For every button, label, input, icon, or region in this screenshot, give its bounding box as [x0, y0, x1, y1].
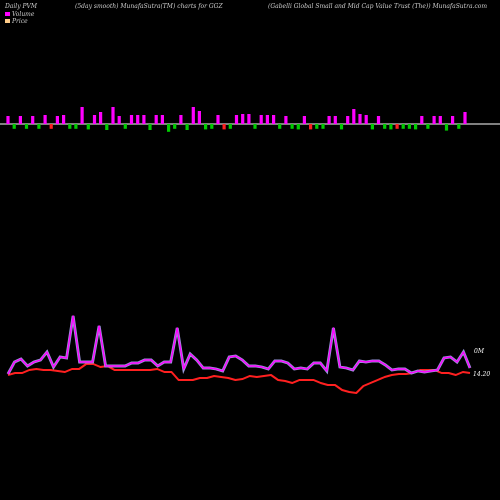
- pvm-annotation: 0M: [474, 348, 485, 355]
- pvm-bar: [216, 115, 220, 124]
- pvm-bar: [222, 124, 226, 130]
- pvm-bar: [272, 115, 276, 124]
- pvm-bar: [105, 124, 109, 130]
- pvm-bar: [309, 124, 313, 130]
- pvm-bar: [302, 116, 306, 124]
- pvm-bar: [55, 116, 59, 124]
- pvm-bar: [185, 124, 189, 130]
- pvm-bar: [123, 124, 127, 129]
- pvm-bar: [296, 124, 300, 130]
- pvm-bar: [376, 116, 381, 124]
- pvm-bar: [197, 111, 201, 124]
- pvm-bar: [284, 116, 288, 124]
- pvm-bar: [136, 115, 140, 124]
- pvm-bar: [315, 124, 319, 129]
- pvm-bar: [111, 107, 115, 124]
- pvm-bar: [99, 112, 103, 124]
- pvm-bar: [37, 124, 41, 129]
- pvm-bar: [383, 124, 387, 129]
- pvm-bar: [6, 116, 10, 124]
- pvm-bar: [407, 124, 411, 129]
- pvm-bar: [370, 124, 374, 130]
- pvm-bar: [253, 124, 257, 129]
- pvm-bar: [148, 124, 152, 130]
- pvm-bar: [327, 116, 331, 124]
- pvm-bar: [179, 115, 183, 124]
- pvm-bar: [86, 124, 90, 130]
- chart-title-left: Daily PVM: [5, 3, 38, 10]
- pvm-bar: [68, 124, 72, 129]
- pvm-bar: [395, 124, 399, 129]
- pvm-bar: [167, 124, 171, 132]
- pvm-bar: [80, 107, 84, 124]
- legend-price-label: Price: [12, 18, 28, 25]
- pvm-bar: [333, 116, 337, 124]
- price-line: [7, 363, 471, 394]
- chart-title-right: (Gabelli Global Small and Mid Cap Value …: [268, 3, 488, 10]
- pvm-bar: [444, 124, 449, 131]
- pvm-bar: [24, 124, 29, 129]
- pvm-line: [7, 315, 471, 375]
- pvm-bars: [6, 107, 467, 132]
- pvm-bar: [228, 124, 232, 129]
- pvm-bar: [204, 124, 208, 130]
- pvm-bar: [160, 115, 164, 124]
- pvm-bar: [92, 115, 97, 124]
- pvm-bar: [173, 124, 177, 129]
- pvm-bar: [259, 115, 263, 124]
- pvm-bar: [438, 116, 442, 124]
- pvm-bar: [142, 115, 146, 124]
- pvm-bar: [401, 124, 405, 129]
- pvm-bar: [129, 115, 134, 124]
- pvm-bar: [278, 124, 282, 129]
- pvm-bar: [241, 114, 245, 124]
- pvm-bar: [191, 107, 195, 124]
- chart-title-middle: (5day smooth) MunafaSutra(TM) charts for…: [75, 3, 223, 10]
- pvm-bar: [265, 115, 269, 124]
- pvm-bar: [234, 115, 239, 124]
- pvm-bar: [247, 114, 251, 124]
- pvm-bar: [339, 124, 344, 130]
- pvm-bar: [352, 109, 356, 124]
- pvm-bar: [290, 124, 294, 129]
- legend-volume-swatch: [5, 12, 10, 16]
- pvm-bar: [389, 124, 393, 130]
- pvm-bar: [463, 112, 467, 124]
- price-annotation: 14.20: [473, 371, 490, 378]
- pvm-bar: [457, 124, 461, 129]
- pvm-bar: [117, 116, 121, 124]
- pvm-bar: [74, 124, 78, 129]
- pvm-bar: [210, 124, 214, 129]
- legend-volume-label: Volume: [12, 11, 35, 18]
- pvm-bar: [43, 115, 47, 124]
- pvm-bar: [12, 124, 16, 129]
- pvm-bar: [414, 124, 418, 130]
- pvm-bar: [321, 124, 325, 129]
- legend-volume: Volume: [5, 11, 34, 18]
- pvm-bar: [18, 116, 22, 124]
- pvm-bar: [420, 116, 424, 124]
- legend-price: Price: [5, 18, 28, 25]
- pvm-bar: [426, 124, 430, 129]
- legend-price-swatch: [5, 19, 10, 23]
- pvm-bar: [154, 115, 158, 124]
- pvm-bar: [451, 116, 455, 124]
- pvm-bar: [31, 116, 35, 124]
- pvm-bar: [346, 116, 350, 124]
- pvm-bar: [364, 115, 368, 124]
- pvm-lines: [6, 315, 472, 394]
- pvm-bar: [432, 116, 436, 124]
- pvm-bar: [49, 124, 53, 129]
- pvm-bar: [358, 114, 362, 124]
- pvm-bar: [62, 115, 66, 124]
